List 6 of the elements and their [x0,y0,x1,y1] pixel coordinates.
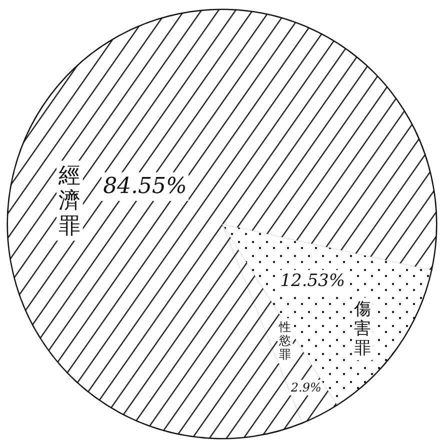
data-label: 2.9% [290,380,322,395]
data-label: 84.55% [103,174,187,200]
slice-label: 經濟罪 [58,162,81,238]
data-label: 12.53% [280,270,346,291]
slice-label: 傷害罪 [353,299,372,358]
slice-label: 性慾罪 [278,320,292,362]
